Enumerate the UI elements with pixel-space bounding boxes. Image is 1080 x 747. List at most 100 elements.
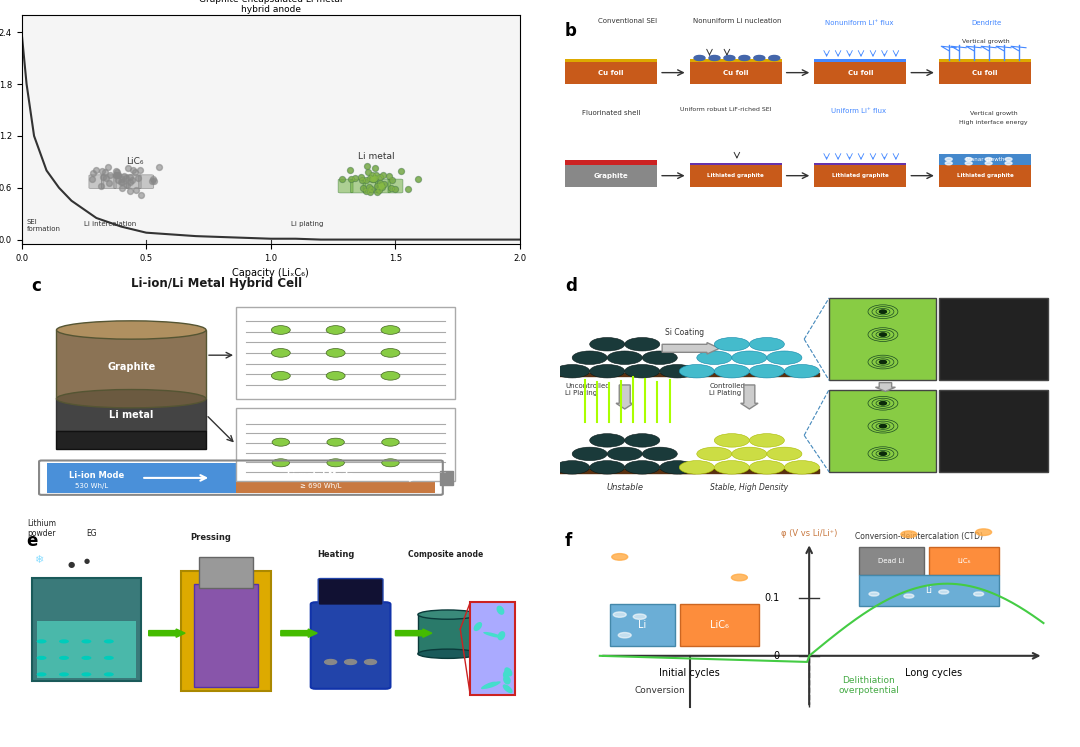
Bar (814, 60, 906, 62)
Bar (46, 463, 235, 492)
Point (366, 162, 383, 174)
Text: Li intercalation: Li intercalation (84, 221, 136, 227)
Text: Nonuniform Li⁺ flux: Nonuniform Li⁺ flux (825, 20, 893, 26)
Text: Conversion: Conversion (634, 686, 685, 695)
Ellipse shape (81, 656, 92, 660)
Ellipse shape (326, 349, 346, 357)
Circle shape (754, 55, 765, 61)
Point (360, 166, 377, 178)
Text: Cu foil: Cu foil (972, 69, 998, 75)
Text: d: d (565, 277, 577, 295)
Ellipse shape (697, 447, 732, 461)
Point (357, 185, 375, 196)
Point (94, 171, 111, 183)
Point (341, 164, 359, 176)
Point (112, 176, 130, 187)
Point (123, 173, 140, 185)
Ellipse shape (485, 681, 501, 689)
Text: Li: Li (926, 586, 932, 595)
Point (372, 177, 389, 189)
Point (357, 185, 375, 196)
Point (120, 162, 137, 174)
Text: Uniform Li⁺ flux: Uniform Li⁺ flux (832, 108, 887, 114)
Point (131, 164, 148, 176)
Circle shape (904, 594, 914, 598)
Point (380, 170, 397, 182)
Text: Conventional SEI: Conventional SEI (597, 18, 657, 24)
Circle shape (694, 55, 705, 61)
Bar (565, 160, 657, 164)
Ellipse shape (607, 447, 643, 461)
Text: Li metal Mode: Li metal Mode (287, 471, 354, 480)
FancyBboxPatch shape (126, 175, 141, 188)
Point (84, 167, 102, 179)
FancyArrow shape (662, 343, 719, 354)
Point (354, 182, 372, 194)
Text: Si Coating: Si Coating (665, 328, 704, 337)
Ellipse shape (81, 639, 92, 643)
X-axis label: Capacity (LiₓC₆): Capacity (LiₓC₆) (232, 268, 309, 278)
Circle shape (975, 529, 991, 536)
Ellipse shape (56, 321, 206, 339)
Bar (418, 615, 477, 654)
Text: Li-ion Mode: Li-ion Mode (69, 471, 124, 480)
Ellipse shape (590, 338, 624, 351)
Circle shape (966, 158, 972, 161)
Bar (56, 330, 206, 399)
Bar (31, 577, 141, 681)
Text: Cu foil: Cu foil (848, 69, 873, 75)
Bar (181, 571, 271, 691)
Point (102, 169, 119, 181)
FancyBboxPatch shape (113, 175, 129, 188)
Bar (939, 62, 1031, 84)
Point (121, 171, 138, 183)
Point (373, 180, 390, 192)
Point (361, 172, 378, 184)
FancyArrow shape (281, 629, 318, 637)
Text: Nonuniform Li nucleation: Nonuniform Li nucleation (692, 18, 781, 24)
Point (364, 173, 381, 185)
Text: Fluorinated shell: Fluorinated shell (582, 110, 640, 116)
Point (129, 173, 146, 185)
Point (365, 173, 382, 185)
Point (364, 173, 381, 185)
Ellipse shape (481, 682, 496, 689)
FancyArrow shape (876, 382, 895, 391)
Ellipse shape (381, 438, 400, 446)
FancyArrow shape (395, 629, 432, 637)
Point (376, 179, 393, 190)
Point (121, 185, 138, 197)
Point (363, 183, 380, 195)
Ellipse shape (590, 365, 624, 378)
Point (382, 182, 400, 193)
Circle shape (618, 633, 631, 638)
Bar (56, 399, 206, 431)
Ellipse shape (326, 326, 346, 335)
Bar (235, 408, 456, 481)
Circle shape (345, 660, 356, 665)
Point (93, 180, 110, 192)
Circle shape (966, 161, 972, 165)
Bar (689, 164, 782, 187)
Text: Planar growth: Planar growth (966, 157, 1004, 162)
Circle shape (879, 402, 887, 405)
Ellipse shape (784, 365, 820, 378)
Ellipse shape (750, 365, 784, 378)
Bar (565, 62, 657, 84)
Text: Lithiated graphite: Lithiated graphite (707, 173, 764, 179)
Text: Initial cycles: Initial cycles (659, 669, 720, 678)
Circle shape (769, 55, 780, 61)
Point (373, 181, 390, 193)
Text: e: e (27, 532, 38, 551)
Point (334, 173, 351, 185)
Bar (829, 298, 936, 380)
Ellipse shape (660, 365, 694, 378)
Ellipse shape (732, 447, 767, 461)
Ellipse shape (607, 351, 643, 365)
Ellipse shape (679, 365, 714, 378)
Text: Delithiation
overpotential: Delithiation overpotential (838, 675, 900, 695)
Ellipse shape (624, 434, 660, 447)
Ellipse shape (272, 438, 289, 446)
Circle shape (945, 161, 953, 165)
Bar (199, 557, 254, 588)
